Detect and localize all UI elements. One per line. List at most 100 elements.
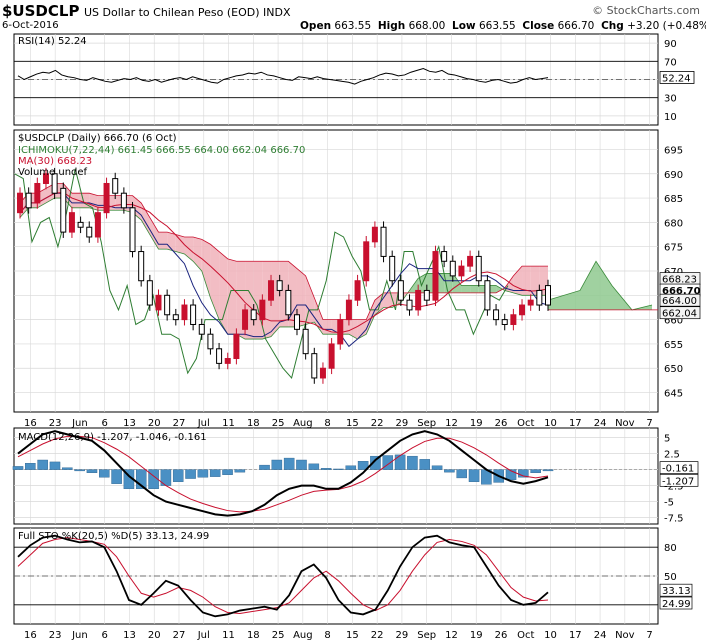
candle-body bbox=[389, 255, 396, 282]
x-tick-label: 20 bbox=[148, 418, 161, 429]
x-tick-label: Sep bbox=[417, 418, 436, 429]
x-tick-label: 17 bbox=[569, 418, 582, 429]
x-tick-label: 6 bbox=[102, 418, 108, 429]
x-tick-label: Jun bbox=[71, 418, 88, 429]
macd-histogram-bar bbox=[37, 459, 48, 470]
macd-histogram-bar bbox=[197, 469, 209, 478]
macd-histogram-bar bbox=[419, 459, 431, 470]
macd-histogram-bar bbox=[505, 469, 517, 481]
sto-d-line bbox=[17, 537, 549, 614]
x-tick-label: 6 bbox=[102, 630, 108, 641]
ohlc-summary: Open 663.55 High 668.00 Low 663.55 Close… bbox=[300, 20, 706, 32]
x-tick-label: 26 bbox=[495, 630, 508, 641]
sto-k-line bbox=[17, 534, 549, 618]
x-tick-label: 15 bbox=[346, 418, 359, 429]
macd-line bbox=[17, 430, 549, 517]
ichimoku-cloud-segment bbox=[452, 273, 462, 293]
macd-histogram-bar bbox=[172, 469, 184, 482]
candle-body bbox=[181, 304, 188, 321]
rsi-line bbox=[17, 68, 549, 85]
x-tick-label: 8 bbox=[324, 418, 330, 429]
price-value-label: 662.04 bbox=[662, 309, 697, 320]
macd-histogram-bar bbox=[99, 469, 110, 478]
macd-histogram-bar bbox=[12, 466, 24, 470]
macd-histogram-bar bbox=[62, 467, 73, 470]
ichimoku-cloud-segment bbox=[158, 232, 168, 250]
candle-body bbox=[519, 304, 526, 316]
ichimoku-cloud-segment bbox=[383, 292, 393, 308]
x-tick-label: 23 bbox=[49, 418, 62, 429]
candle-body bbox=[259, 299, 266, 321]
x-tick-label: 25 bbox=[272, 418, 285, 429]
x-tick-label: 23 bbox=[49, 630, 62, 641]
x-tick-label: 13 bbox=[123, 418, 136, 429]
price-value-tag bbox=[659, 293, 701, 307]
ichimoku-cloud-segment bbox=[219, 251, 228, 335]
ichimoku-cloud-segment bbox=[296, 268, 306, 327]
macd-histogram-bar bbox=[271, 459, 283, 470]
x-tick-label: 13 bbox=[123, 630, 136, 641]
macd-histogram-bar bbox=[357, 461, 369, 470]
candle-body bbox=[501, 319, 508, 325]
x-tick-label: 18 bbox=[247, 418, 260, 429]
x-tick-label: 22 bbox=[371, 418, 384, 429]
y-tick-label: 690 bbox=[664, 170, 683, 181]
x-tick-label: 29 bbox=[396, 418, 409, 429]
x-tick-label: 16 bbox=[24, 630, 37, 641]
x-tick-label: Nov bbox=[615, 630, 635, 641]
price-value-label: 666.70 bbox=[662, 286, 701, 297]
candle-body bbox=[86, 226, 93, 238]
x-tick-label: 29 bbox=[396, 630, 409, 641]
candle-body bbox=[60, 187, 67, 233]
price-value-label: 664.00 bbox=[662, 296, 697, 307]
macd-histogram-bar bbox=[148, 469, 159, 490]
candle-body bbox=[146, 280, 153, 306]
candle-body bbox=[51, 173, 58, 194]
ichimoku-cloud-segment bbox=[271, 261, 280, 337]
x-tick-label: 8 bbox=[324, 630, 330, 641]
candle-body bbox=[458, 265, 465, 277]
x-tick-label: 11 bbox=[222, 630, 235, 641]
macd-histogram-bar bbox=[468, 469, 480, 482]
candle-body bbox=[164, 294, 171, 316]
candle-body bbox=[328, 343, 335, 369]
macd-histogram-bar bbox=[49, 461, 61, 470]
x-tick-label: 10 bbox=[544, 418, 557, 429]
x-tick-label: Jul bbox=[197, 630, 210, 641]
y-tick-label: 680 bbox=[664, 218, 683, 229]
x-tick-label: 12 bbox=[445, 418, 458, 429]
candle-body bbox=[293, 314, 300, 330]
x-tick-label: 7 bbox=[646, 418, 652, 429]
ichimoku-future-cloud bbox=[548, 261, 652, 310]
x-tick-label: Oct bbox=[517, 418, 534, 429]
macd-label: MACD(12,26,9) -1.207, -1.046, -0.161 bbox=[18, 432, 207, 443]
y-tick-label: 650 bbox=[664, 364, 683, 375]
x-tick-label: 10 bbox=[544, 630, 557, 641]
candle-body bbox=[345, 299, 352, 321]
x-tick-label: 7 bbox=[646, 630, 652, 641]
ichimoku-cloud-segment bbox=[193, 236, 202, 271]
candle-body bbox=[129, 207, 136, 253]
x-tick-label: Jul bbox=[197, 418, 210, 429]
x-tick-label: Jun bbox=[71, 630, 88, 641]
ichimoku-cloud-segment bbox=[201, 239, 211, 298]
x-tick-label: 27 bbox=[173, 630, 186, 641]
candle-body bbox=[475, 255, 482, 282]
candle-body bbox=[449, 260, 456, 277]
x-tick-label: Nov bbox=[615, 418, 635, 429]
candle-body bbox=[406, 299, 413, 311]
candle-body bbox=[250, 309, 257, 321]
candle-body bbox=[276, 280, 283, 291]
ichimoku-cloud-segment bbox=[444, 273, 453, 293]
sto-value-label: 33.13 bbox=[662, 586, 691, 597]
x-tick-label: 27 bbox=[173, 418, 186, 429]
x-tick-label: Oct bbox=[517, 630, 534, 641]
candle-body bbox=[371, 226, 378, 243]
macd-histogram-bar bbox=[296, 459, 307, 470]
y-tick-label: 655 bbox=[664, 340, 683, 351]
x-tick-label: Aug bbox=[293, 418, 313, 429]
candle-body bbox=[190, 304, 197, 325]
candle-body bbox=[155, 294, 162, 311]
macd-histogram-bar bbox=[222, 469, 233, 475]
